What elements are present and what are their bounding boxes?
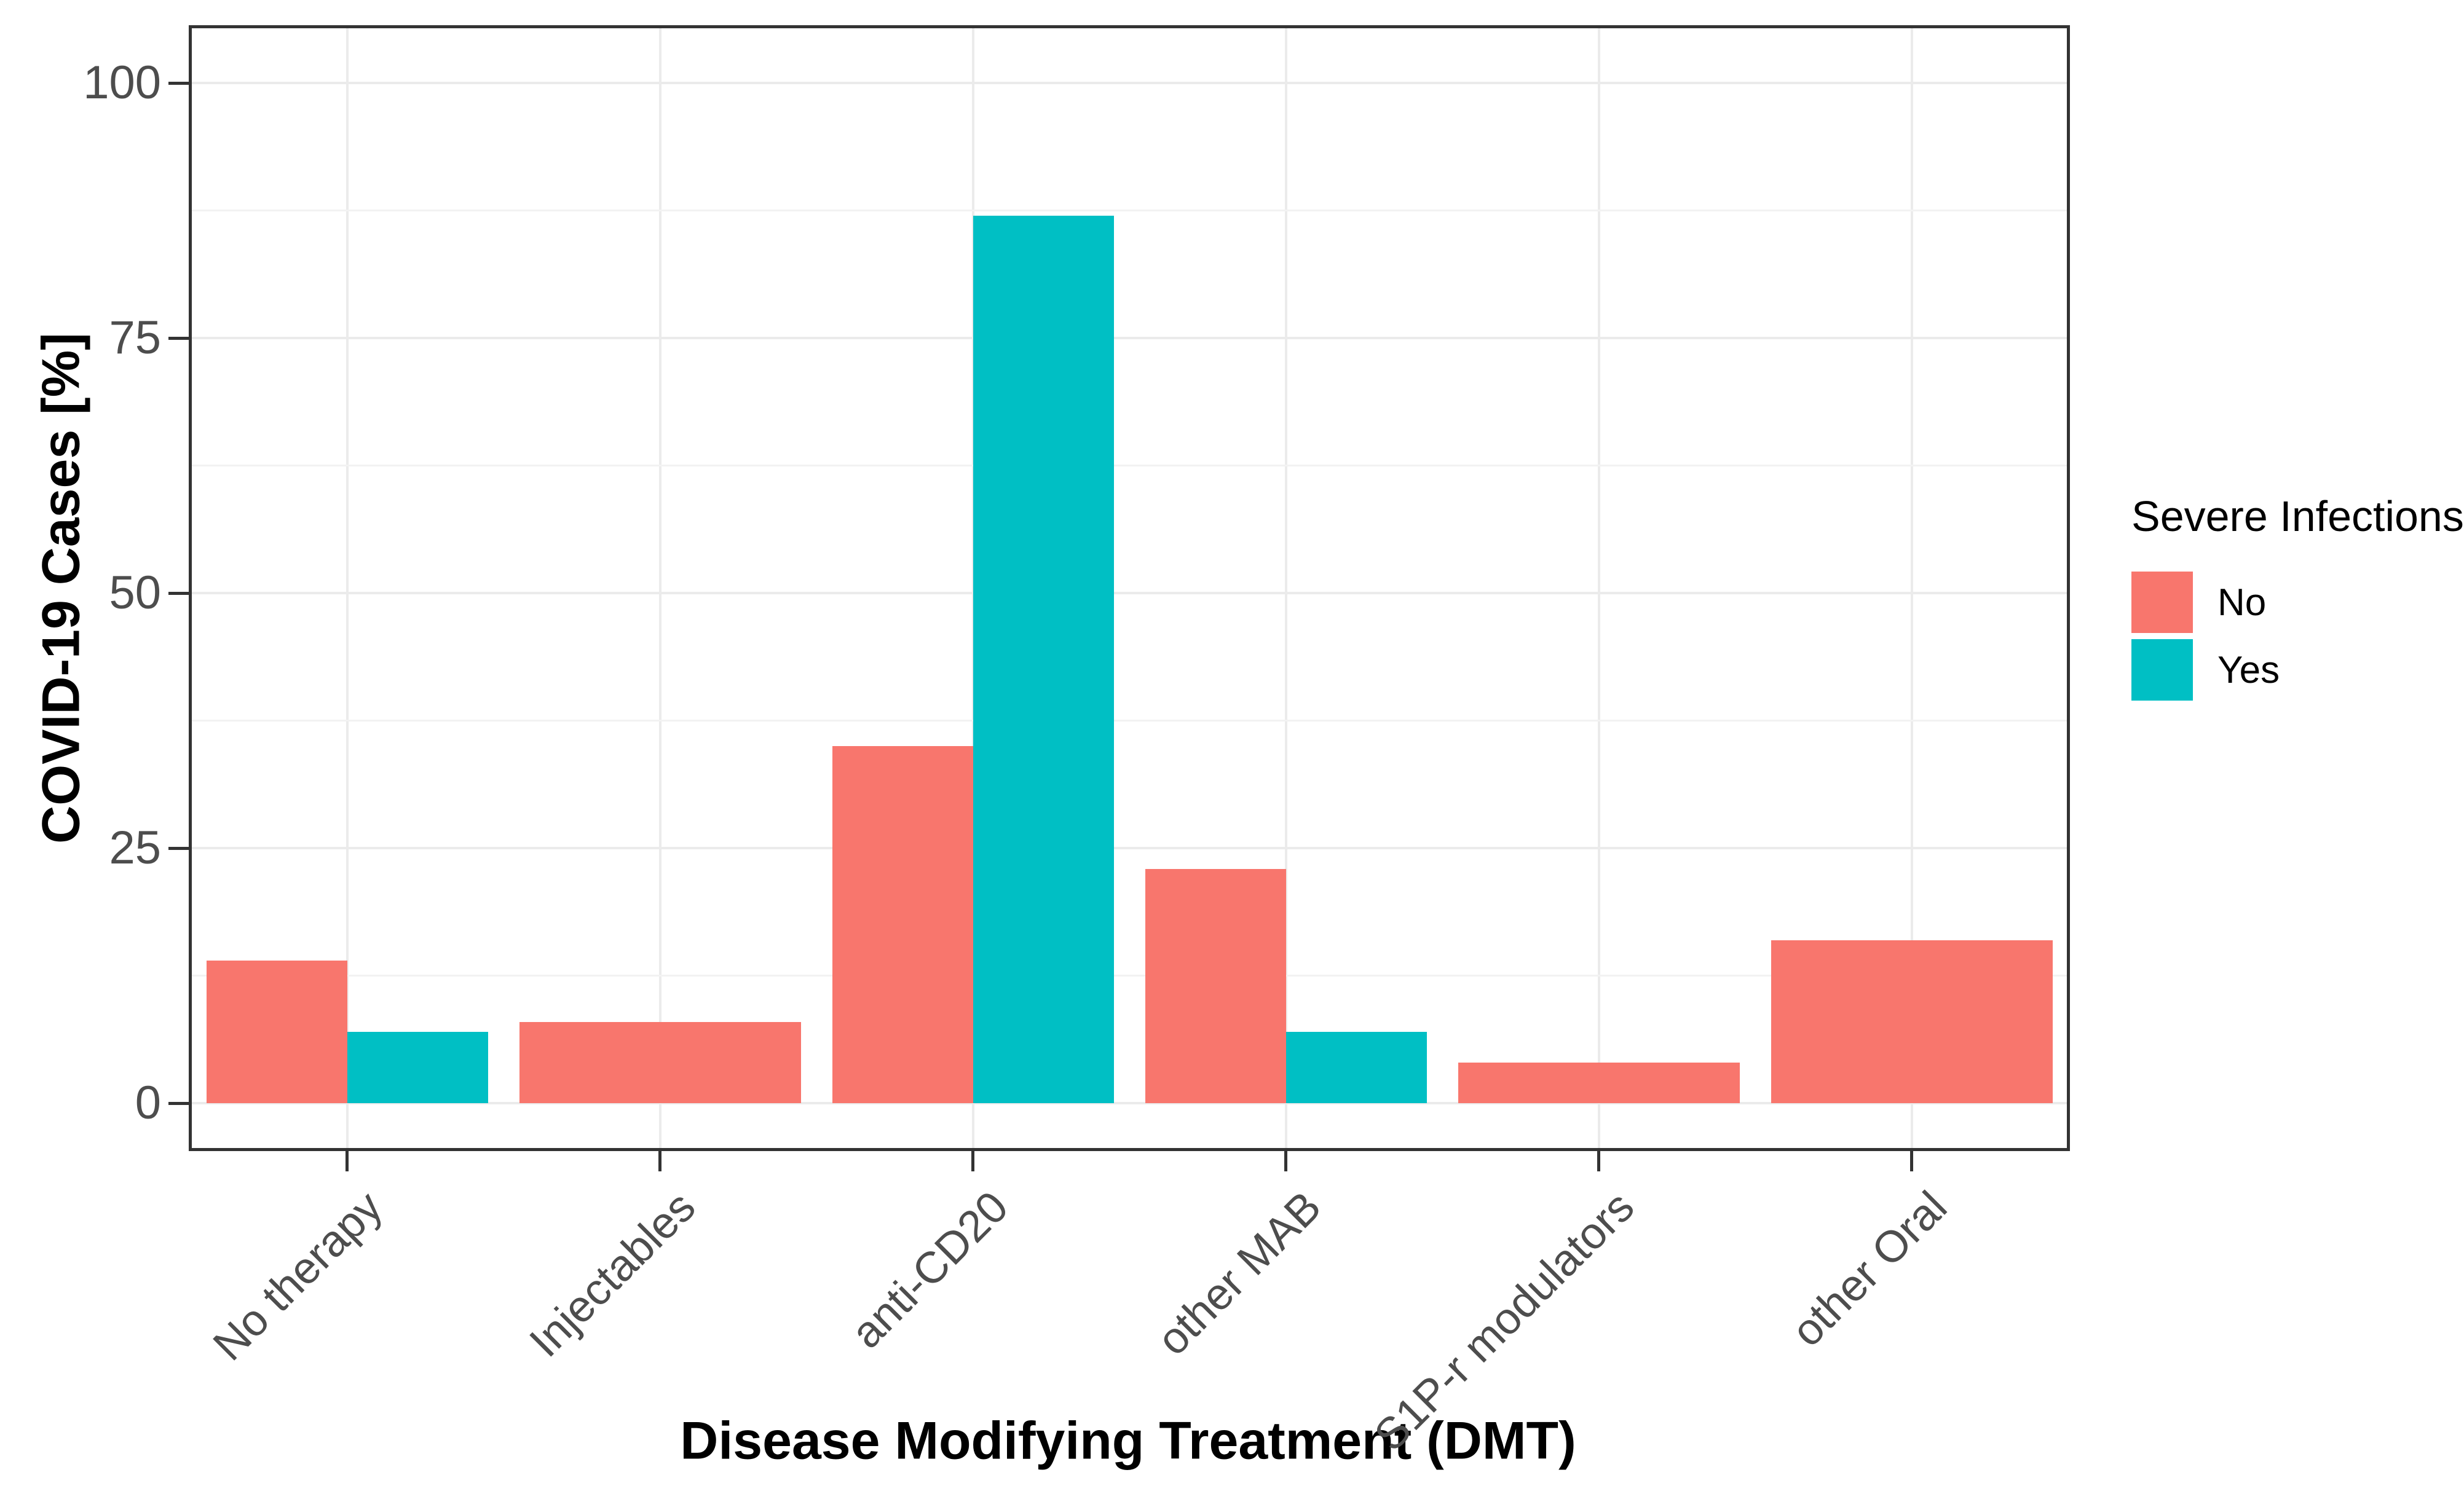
- bar-other-mab-no: [1145, 868, 1286, 1104]
- y-tick-label-75: 75: [109, 312, 161, 364]
- x-tick-injectables: [658, 1149, 661, 1171]
- legend-label-yes: Yes: [2217, 648, 2280, 691]
- gridline-major-50: [191, 592, 2068, 595]
- legend-title: Severe Infections: [2131, 492, 2464, 540]
- legend-items: No Yes: [2131, 572, 2464, 701]
- legend-label-no: No: [2217, 581, 2267, 624]
- x-tick-s1p-r-modulators: [1597, 1149, 1600, 1171]
- x-tick-label-injectables: Injectables: [520, 1182, 705, 1367]
- gridline-vertical-no-therapy: [346, 27, 349, 1149]
- y-tick-50: [168, 591, 191, 595]
- x-axis-title: Disease Modifying Treatment (DMT): [680, 1411, 1576, 1471]
- legend-key-no-swatch: [2131, 572, 2193, 633]
- x-tick-label-anti-cd20: anti-CD20: [842, 1182, 1018, 1358]
- gridline-major-25: [191, 847, 2068, 850]
- bar-anti-cd20-no: [832, 746, 973, 1104]
- gridline-vertical-other-oral: [1910, 27, 1913, 1149]
- gridline-minor-12.5: [191, 975, 2068, 977]
- gridline-major-75: [191, 337, 2068, 340]
- x-tick-label-other-oral: other Oral: [1782, 1182, 1957, 1356]
- bar-other-oral-no: [1771, 940, 2053, 1104]
- gridline-minor-87.5: [191, 210, 2068, 212]
- y-tick-0: [168, 1101, 191, 1105]
- gridline-minor-37.5: [191, 720, 2068, 722]
- y-tick-label-100: 100: [83, 57, 161, 109]
- legend-key-yes-swatch: [2131, 639, 2193, 701]
- gridline-vertical-other-mab: [1284, 27, 1287, 1149]
- gridline-vertical-injectables: [658, 27, 661, 1149]
- y-tick-label-25: 25: [109, 822, 161, 875]
- y-tick-label-50: 50: [109, 567, 161, 619]
- bar-s1p-r-modulators-no: [1458, 1062, 1740, 1104]
- legend: Severe Infections No Yes: [2131, 489, 2464, 707]
- y-tick-25: [168, 846, 191, 850]
- bar-other-mab-yes: [1285, 1032, 1427, 1104]
- bar-no-therapy-no: [206, 960, 347, 1104]
- x-tick-other-oral: [1910, 1149, 1913, 1171]
- bar-injectables-no: [519, 1021, 801, 1104]
- bar-anti-cd20-yes: [973, 216, 1114, 1104]
- y-tick-75: [168, 336, 191, 340]
- x-tick-anti-cd20: [971, 1149, 974, 1171]
- x-tick-other-mab: [1284, 1149, 1287, 1171]
- x-tick-label-other-mab: other MAB: [1148, 1182, 1331, 1365]
- gridline-minor-62.5: [191, 465, 2068, 467]
- gridline-vertical-s1p-r-modulators: [1597, 27, 1600, 1149]
- legend-item-no: No: [2131, 572, 2464, 633]
- x-tick-no-therapy: [346, 1149, 349, 1171]
- gridline-major-100: [191, 82, 2068, 85]
- y-tick-label-0: 0: [135, 1077, 161, 1130]
- y-tick-100: [168, 81, 191, 85]
- gridline-major-0: [191, 1102, 2068, 1105]
- x-tick-label-no-therapy: No therapy: [204, 1182, 392, 1370]
- bar-no-therapy-yes: [347, 1032, 488, 1104]
- legend-item-yes: Yes: [2131, 639, 2464, 701]
